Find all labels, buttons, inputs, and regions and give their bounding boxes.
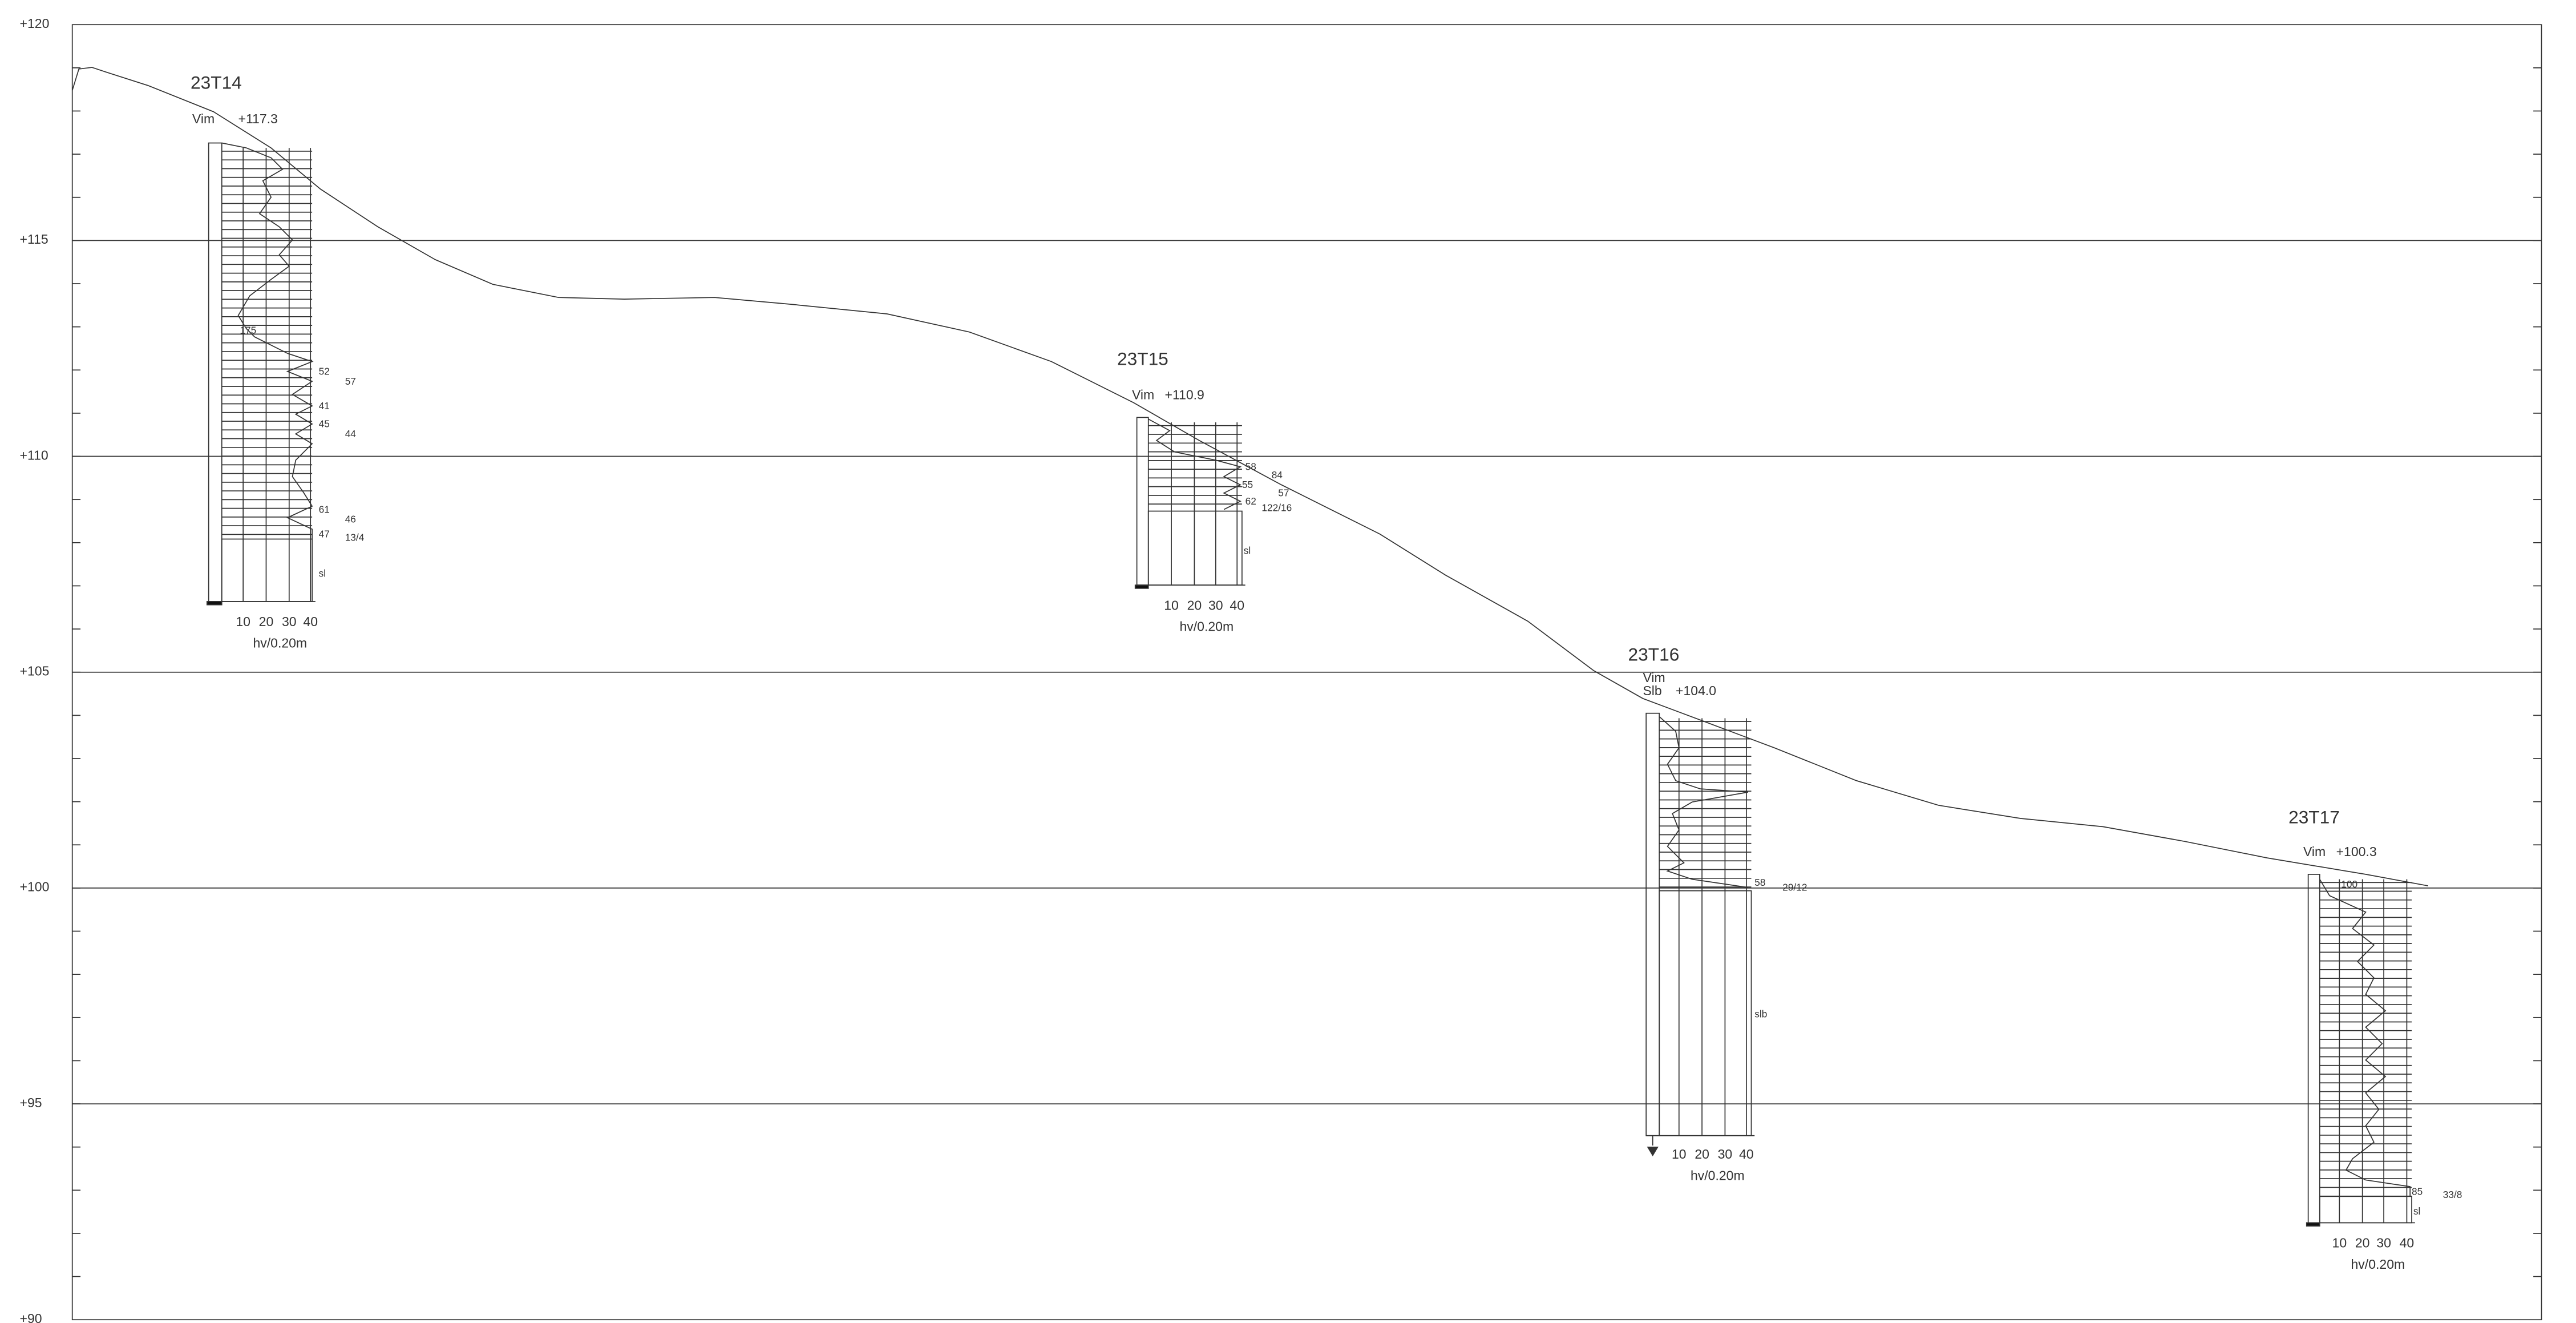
note: 41 (319, 400, 330, 412)
note: 122/16 (1261, 502, 1292, 514)
scale-label: 30 (1718, 1147, 1733, 1161)
scale-label: 40 (1739, 1147, 1754, 1161)
borehole-name: 23T14 (191, 72, 242, 93)
end-mark (206, 601, 223, 606)
note: sl (2413, 1205, 2420, 1217)
note: 33/8 (2443, 1189, 2462, 1200)
note: 55 (1242, 479, 1253, 490)
scale-label: 30 (282, 614, 297, 629)
note: 52 (319, 366, 330, 377)
note: 85 (2412, 1185, 2423, 1197)
hatch-layer (1147, 510, 1243, 586)
scale-unit: hv/0.20m (1179, 619, 1234, 634)
borehole-name: 23T17 (2288, 807, 2340, 828)
note: 84 (1272, 469, 1283, 481)
borehole: 23T14 Vim +117.3 175 52 57 41 45 44 61 46 47 13/4 sl 1… (191, 72, 365, 651)
ground-elevation: +110.9 (1165, 388, 1204, 402)
ground-elevation: +104.0 (1676, 683, 1716, 698)
borehole-name: 23T15 (1117, 348, 1168, 369)
elevation-label: +95 (20, 1095, 42, 1110)
note: 57 (345, 376, 356, 387)
casing (208, 142, 223, 602)
elevation-label: +90 (20, 1311, 42, 1323)
scale-label: 20 (1187, 598, 1202, 612)
elevation-label: +120 (20, 16, 50, 31)
borehole: 23T15 Vim +110.9 58 84 55 57 62 122/16 sl 10 20 30 40… (1117, 348, 1292, 634)
scale-label: 30 (2376, 1236, 2391, 1251)
note: 62 (1245, 495, 1256, 507)
end-mark (1134, 584, 1149, 589)
scale-label: 30 (1208, 598, 1223, 612)
hatch-layer (221, 538, 313, 602)
scale-label: 20 (259, 614, 274, 629)
scale-label: 20 (2355, 1236, 2370, 1251)
note: 44 (345, 428, 357, 439)
note: 47 (319, 529, 330, 540)
scale-unit: hv/0.20m (2351, 1257, 2405, 1272)
scale-label: 10 (2332, 1236, 2347, 1251)
ground-elevation: +117.3 (238, 111, 278, 126)
method: Vim (1132, 388, 1154, 402)
casing (1645, 712, 1660, 1136)
casing (1136, 417, 1149, 586)
method: Slb (1643, 683, 1661, 698)
note: 46 (345, 514, 356, 525)
scale-unit: hv/0.20m (1691, 1168, 1745, 1183)
scale-label: 10 (1164, 598, 1179, 612)
note: 29/12 (1782, 882, 1807, 893)
scale-label: 40 (303, 614, 318, 629)
note: slb (1754, 1008, 1767, 1019)
end-arrow (1647, 1135, 1659, 1156)
casing (2307, 874, 2320, 1224)
scale-label: 40 (2400, 1236, 2415, 1251)
note: 57 (1278, 487, 1289, 499)
note: 58 (1754, 877, 1765, 888)
note: sl (319, 568, 326, 579)
scale-label: 40 (1230, 598, 1244, 612)
note: 175 (240, 325, 256, 336)
note: 61 (319, 503, 330, 515)
hatch-layer (2319, 1196, 2412, 1224)
elevation-label: +115 (20, 232, 48, 247)
hatch-layer (1659, 890, 1752, 1136)
terrain-profile (71, 67, 2429, 886)
ground-elevation: +100.3 (2336, 844, 2377, 859)
note: 13/4 (345, 531, 365, 543)
elevation-label: +110 (20, 447, 48, 462)
elevation-label: +100 (20, 880, 50, 894)
borehole-name: 23T16 (1628, 644, 1680, 665)
method: Vim (1643, 670, 1665, 685)
note: 58 (1245, 461, 1256, 473)
note: 100 (2341, 878, 2357, 890)
method: Vim (2303, 844, 2326, 859)
penetration-curve (1659, 716, 1748, 888)
note: sl (1244, 544, 1251, 556)
end-mark (2306, 1222, 2320, 1227)
method: Vim (192, 111, 215, 126)
scale-label: 10 (236, 614, 250, 629)
penetration-curve (1148, 418, 1242, 510)
penetration-curve (2319, 879, 2411, 1197)
scale-label: 10 (1672, 1147, 1687, 1161)
scale-unit: hv/0.20m (253, 636, 307, 651)
penetration-curve (221, 142, 314, 539)
note: 45 (319, 418, 330, 430)
borehole: 23T17 Vim +100.3 100 85 33/8 sl 10 20 30 40 hv/0.20… (2288, 807, 2462, 1272)
elevation-label: +105 (20, 663, 50, 678)
scale-label: 20 (1695, 1147, 1709, 1161)
